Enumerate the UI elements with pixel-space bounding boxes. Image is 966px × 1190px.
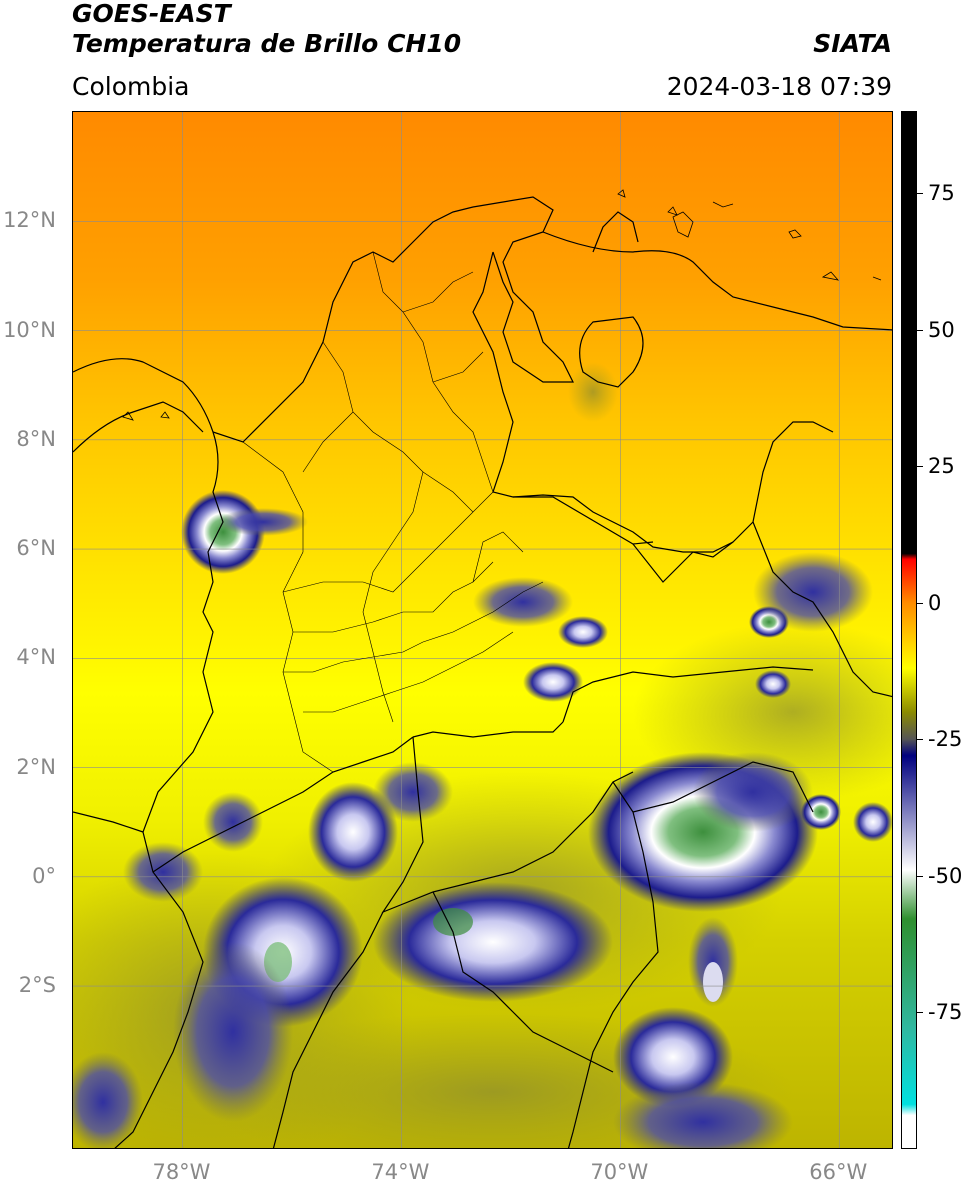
lat-tick-label: 2°N <box>16 754 56 779</box>
region-label: Colombia <box>72 72 190 101</box>
islands <box>122 189 882 421</box>
lon-tick-label: 70°W <box>590 1160 649 1184</box>
colorbar-tick-label: -50 <box>928 863 963 888</box>
map-gridlines <box>73 112 892 1148</box>
datetime-label: 2024-03-18 07:39 <box>666 72 892 101</box>
colorbar-tick-label: -25 <box>928 727 963 752</box>
colorbar-tick-mark <box>917 192 923 194</box>
lat-tick-label: 8°N <box>16 426 56 451</box>
colorbar-tick-label: 25 <box>928 454 955 479</box>
colorbar-tick-mark <box>917 875 923 877</box>
department-borders <box>242 251 544 773</box>
colorbar-tick-mark <box>917 1012 923 1014</box>
colorbar-tick-label: -75 <box>928 1000 963 1025</box>
agency-label: SIATA <box>813 29 892 58</box>
lon-tick-label: 74°W <box>371 1160 430 1184</box>
satellite-title: GOES-EAST <box>72 0 231 28</box>
lat-tick-label: 4°N <box>16 645 56 670</box>
colorbar-tick-mark <box>917 602 923 604</box>
country-borders <box>73 196 892 1148</box>
lon-tick-label: 66°W <box>809 1160 868 1184</box>
colorbar-tick-label: 75 <box>928 180 955 205</box>
lat-tick-label: 10°N <box>3 317 56 342</box>
lon-tick-label: 78°W <box>152 1160 211 1184</box>
map-canvas <box>73 112 892 1148</box>
colorbar-tick-label: 50 <box>928 317 955 342</box>
product-title: Temperatura de Brillo CH10 <box>72 29 462 58</box>
brightness-temperature-map <box>72 111 893 1149</box>
temperature-colorbar <box>901 111 917 1149</box>
colorbar-tick-mark <box>917 329 923 331</box>
colorbar-tick-mark <box>917 466 923 468</box>
lat-tick-label: 2°S <box>18 973 56 998</box>
lat-tick-label: 12°N <box>3 208 56 233</box>
colorbar-tick-mark <box>917 739 923 741</box>
lat-tick-label: 6°N <box>16 536 56 561</box>
lat-tick-label: 0° <box>32 863 56 888</box>
colorbar-tick-label: 0 <box>928 590 942 615</box>
